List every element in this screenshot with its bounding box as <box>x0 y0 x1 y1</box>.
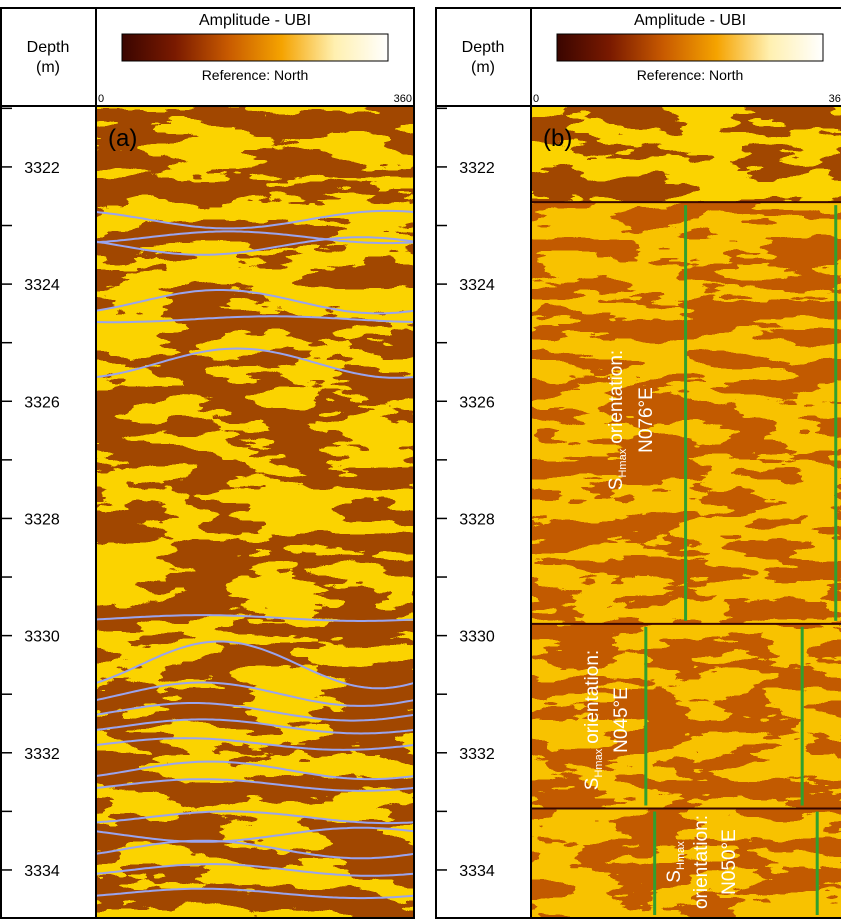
orientation-label: SHmax orientation: <box>606 350 629 490</box>
colorbar-title: Amplitude - UBI <box>199 12 311 29</box>
panel: SHmaxorientation: N076°ESHmaxorientation:… <box>435 7 841 919</box>
y-tick-label: 3332 <box>459 746 495 763</box>
colorbar-subtitle: Reference: North <box>202 67 309 83</box>
panel-label: (a) <box>108 125 137 152</box>
fracture-sinusoid <box>95 863 415 877</box>
y-tick-label: 3328 <box>459 511 495 528</box>
symbol: S <box>664 870 685 883</box>
symbol: S <box>582 778 603 791</box>
colorbar-subtitle: Reference: North <box>637 67 744 83</box>
subscript: Hmax <box>617 448 629 477</box>
fracture-sinusoid <box>95 614 415 622</box>
y-tick-label: 3324 <box>24 277 60 294</box>
y-axis-label: (m) <box>471 59 495 76</box>
label-value: N076°E <box>636 387 657 453</box>
symbol: S <box>606 478 627 491</box>
panel-frame <box>435 7 841 919</box>
fracture-sinusoid <box>95 718 415 735</box>
orientation-label: SHmax <box>664 841 687 883</box>
orientation-label: N045°E <box>611 687 632 753</box>
fracture-sinusoid <box>95 826 415 843</box>
colorbar <box>121 33 389 62</box>
panel: (a) Depth (m) Amplitude - UBI Reference: Nor… <box>0 7 415 919</box>
y-tick-label: 3334 <box>459 863 495 880</box>
y-axis-label: Depth <box>27 39 70 56</box>
fracture-sinusoid <box>95 236 415 256</box>
orientation-label: SHmax orientation: <box>582 650 605 790</box>
fracture-sinusoid <box>95 702 415 722</box>
fracture-sinusoid <box>95 315 415 324</box>
y-tick-label: 3328 <box>24 511 60 528</box>
fracture-sinusoid <box>95 737 415 751</box>
x-tick-label: 360 <box>394 93 412 105</box>
y-tick-label: 3322 <box>459 160 495 177</box>
x-tick-label: 0 <box>98 93 104 105</box>
fracture-sinusoid <box>95 347 415 379</box>
x-tick-label: 0 <box>533 93 539 105</box>
y-axis-label: Depth <box>462 39 505 56</box>
fracture-sinusoid <box>95 289 415 315</box>
fracture-sinusoid <box>95 887 415 900</box>
label-text: orientation: <box>582 650 603 744</box>
subscript: Hmax <box>675 841 687 870</box>
label-value: N045°E <box>611 687 632 753</box>
panel-label: (b) <box>543 125 572 152</box>
y-tick-label: 3324 <box>459 277 495 294</box>
fracture-sinusoid <box>95 839 415 860</box>
subscript: Hmax <box>593 748 605 777</box>
fracture-sinusoid <box>95 681 415 707</box>
fracture-sinusoid <box>95 209 415 230</box>
zone <box>531 808 841 918</box>
zone <box>531 623 841 809</box>
label-text: orientation: <box>691 815 712 909</box>
label-value: N050°E <box>719 829 740 895</box>
y-tick-label: 3326 <box>459 394 495 411</box>
fracture-sinusoid <box>95 230 415 245</box>
colorbar-title: Amplitude - UBI <box>634 12 746 29</box>
fracture-sinusoid <box>95 640 415 690</box>
x-tick-label: 360 <box>829 93 841 105</box>
y-tick-label: 3326 <box>24 394 60 411</box>
fracture-sinusoid <box>95 760 415 781</box>
fracture-sinusoid <box>95 778 415 792</box>
colorbar <box>556 33 824 62</box>
y-tick-label: 3332 <box>24 746 60 763</box>
orientation-label: N076°E <box>636 387 657 453</box>
y-axis-label: (m) <box>36 59 60 76</box>
y-tick-label: 3330 <box>459 629 495 646</box>
y-tick-label: 3322 <box>24 160 60 177</box>
fracture-sinusoid <box>95 810 415 825</box>
panel-frame <box>0 7 415 919</box>
y-tick-label: 3334 <box>24 863 60 880</box>
label-text: orientation: <box>606 350 627 444</box>
y-tick-label: 3330 <box>24 629 60 646</box>
orientation-label: N050°E <box>719 829 740 895</box>
orientation-label: orientation: <box>691 815 712 909</box>
